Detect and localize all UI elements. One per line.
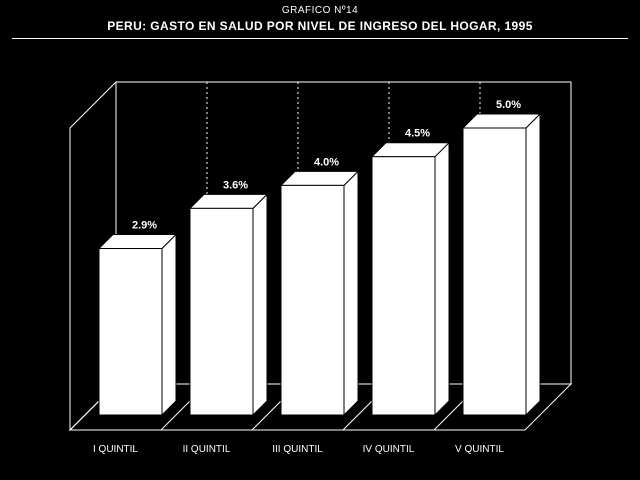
bar-top xyxy=(97,234,178,250)
bar-top xyxy=(279,170,360,186)
bar xyxy=(98,248,163,416)
bar xyxy=(371,156,436,416)
bar-side xyxy=(161,233,177,417)
bar xyxy=(462,127,527,416)
bar-top xyxy=(370,142,451,158)
data-label: 4.0% xyxy=(314,156,339,168)
data-label: 2.9% xyxy=(132,220,157,232)
bar xyxy=(189,207,254,416)
x-tick-label: I QUINTIL xyxy=(93,444,138,455)
x-tick-label: V QUINTIL xyxy=(455,444,504,455)
data-label: 3.6% xyxy=(223,179,248,191)
bar-side xyxy=(434,141,450,417)
data-label: 5.0% xyxy=(496,99,521,111)
x-tick-label: IV QUINTIL xyxy=(363,444,415,455)
bar-side xyxy=(252,193,268,417)
bar-top xyxy=(461,113,542,129)
data-label: 4.5% xyxy=(405,128,430,140)
x-tick-label: II QUINTIL xyxy=(183,444,231,455)
bar-side xyxy=(343,170,359,417)
chart-supertitle: GRAFICO Nº14 xyxy=(281,5,359,16)
bar xyxy=(280,184,345,416)
chart-title: PERU: GASTO EN SALUD POR NIVEL DE INGRES… xyxy=(107,19,533,33)
bar-top xyxy=(188,193,269,209)
title-divider xyxy=(12,38,628,39)
bar-side xyxy=(525,112,541,417)
x-tick-label: III QUINTIL xyxy=(272,444,323,455)
